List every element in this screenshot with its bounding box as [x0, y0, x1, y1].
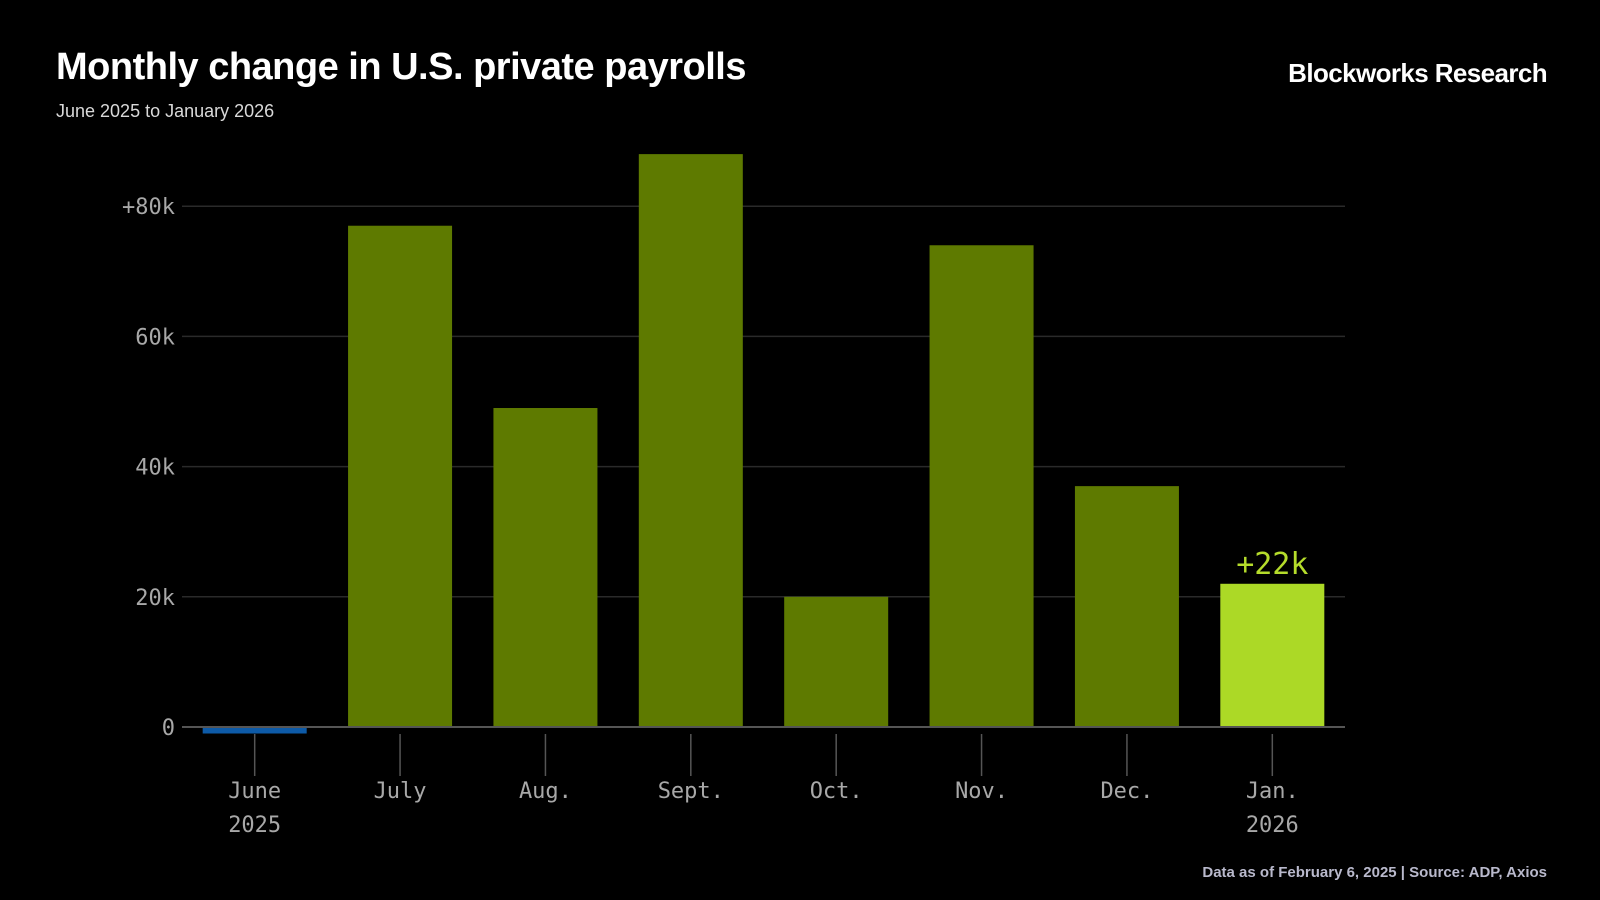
x-tick-label: Oct.: [810, 779, 863, 804]
bar-dec: [1074, 486, 1179, 727]
bar-nov: [929, 245, 1034, 727]
x-tick-label: July: [374, 779, 427, 804]
x-axis: [182, 726, 1345, 776]
labels: 0 20k 40k 60k +80k June 2025 July Aug. Sept. Oct. N…: [122, 195, 1308, 838]
x-tick-sublabel: 2026: [1246, 813, 1299, 838]
bar-june: [202, 727, 307, 734]
bar-jan: [1220, 583, 1325, 727]
x-tick-label: June: [228, 779, 281, 804]
x-tick-label: Sept.: [658, 779, 724, 804]
bar-sept: [638, 154, 743, 727]
chart-title: Monthly change in U.S. private payrolls: [56, 46, 746, 88]
y-tick-label: 0: [162, 716, 175, 741]
x-tick-label: Aug.: [519, 779, 572, 804]
chart-subtitle: June 2025 to January 2026: [56, 101, 275, 121]
bars: [202, 154, 1325, 734]
x-tick-label: Jan.: [1246, 779, 1299, 804]
x-tick-sublabel: 2025: [228, 813, 281, 838]
bar-oct: [784, 596, 889, 727]
bar-july: [348, 225, 453, 728]
data-label: +22k: [1236, 547, 1308, 582]
bar-aug: [493, 408, 598, 727]
x-tick-label: Nov.: [955, 779, 1008, 804]
y-tick-label: +80k: [122, 195, 175, 220]
brand-logo-text: Blockworks Research: [1288, 58, 1547, 88]
source-note: Data as of February 6, 2025 | Source: AD…: [1202, 864, 1547, 881]
y-tick-label: 60k: [135, 325, 175, 350]
y-tick-label: 20k: [135, 586, 175, 611]
y-tick-label: 40k: [135, 456, 175, 481]
x-tick-label: Dec.: [1100, 779, 1153, 804]
